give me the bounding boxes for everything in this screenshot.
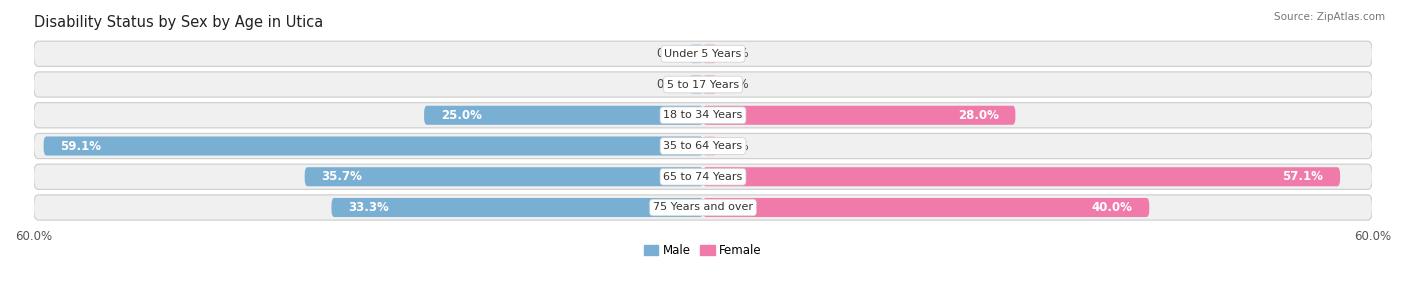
FancyBboxPatch shape xyxy=(425,106,703,125)
FancyBboxPatch shape xyxy=(34,133,1372,159)
Text: 33.3%: 33.3% xyxy=(349,201,389,214)
Text: 65 to 74 Years: 65 to 74 Years xyxy=(664,172,742,182)
FancyBboxPatch shape xyxy=(703,106,1015,125)
FancyBboxPatch shape xyxy=(689,75,703,94)
Text: 0.0%: 0.0% xyxy=(720,139,749,152)
FancyBboxPatch shape xyxy=(44,136,703,156)
FancyBboxPatch shape xyxy=(34,41,1372,66)
FancyBboxPatch shape xyxy=(703,167,1340,186)
Text: 0.0%: 0.0% xyxy=(657,47,686,60)
FancyBboxPatch shape xyxy=(34,72,1372,97)
FancyBboxPatch shape xyxy=(305,167,703,186)
Text: 0.0%: 0.0% xyxy=(720,47,749,60)
Text: 25.0%: 25.0% xyxy=(441,109,482,122)
Text: Source: ZipAtlas.com: Source: ZipAtlas.com xyxy=(1274,12,1385,22)
Text: Disability Status by Sex by Age in Utica: Disability Status by Sex by Age in Utica xyxy=(34,15,323,30)
Text: 40.0%: 40.0% xyxy=(1091,201,1133,214)
Legend: Male, Female: Male, Female xyxy=(640,239,766,262)
Text: 35 to 64 Years: 35 to 64 Years xyxy=(664,141,742,151)
Text: 75 Years and over: 75 Years and over xyxy=(652,203,754,213)
FancyBboxPatch shape xyxy=(703,136,717,156)
Text: 57.1%: 57.1% xyxy=(1282,170,1323,183)
FancyBboxPatch shape xyxy=(703,44,717,63)
FancyBboxPatch shape xyxy=(34,195,1372,220)
FancyBboxPatch shape xyxy=(703,198,1149,217)
FancyBboxPatch shape xyxy=(689,44,703,63)
Text: 5 to 17 Years: 5 to 17 Years xyxy=(666,80,740,90)
FancyBboxPatch shape xyxy=(34,164,1372,189)
FancyBboxPatch shape xyxy=(703,75,717,94)
Text: Under 5 Years: Under 5 Years xyxy=(665,49,741,59)
FancyBboxPatch shape xyxy=(34,103,1372,128)
Text: 35.7%: 35.7% xyxy=(322,170,363,183)
Text: 0.0%: 0.0% xyxy=(720,78,749,91)
Text: 0.0%: 0.0% xyxy=(657,78,686,91)
Text: 28.0%: 28.0% xyxy=(957,109,998,122)
FancyBboxPatch shape xyxy=(332,198,703,217)
Text: 18 to 34 Years: 18 to 34 Years xyxy=(664,110,742,120)
Text: 59.1%: 59.1% xyxy=(60,139,101,152)
